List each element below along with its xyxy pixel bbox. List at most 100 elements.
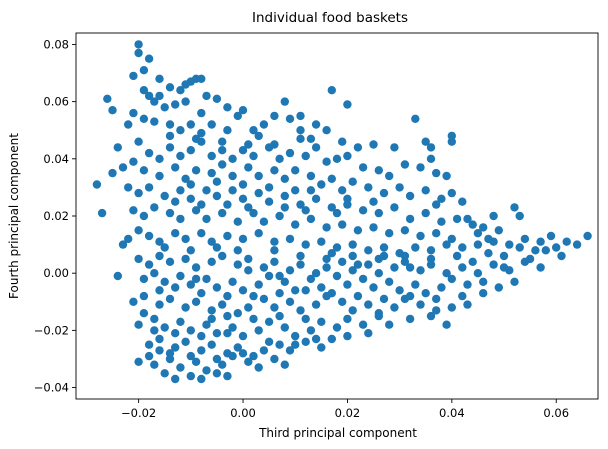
scatter-point <box>285 148 295 158</box>
scatter-point <box>259 217 269 226</box>
scatter-point <box>358 320 368 329</box>
scatter-point <box>249 208 258 218</box>
scatter-point <box>129 297 138 306</box>
scatter-point <box>233 217 242 226</box>
scatter-point <box>338 137 347 146</box>
scatter-point <box>150 314 159 324</box>
scatter-point <box>207 151 216 161</box>
scatter-point <box>207 257 216 266</box>
scatter-point <box>291 186 300 195</box>
scatter-point <box>155 346 164 355</box>
scatter-point <box>176 126 185 135</box>
scatter-point <box>176 317 185 326</box>
scatter-point <box>254 131 263 141</box>
scatter-point <box>254 280 263 289</box>
scatter-point <box>238 349 248 358</box>
scatter-point <box>332 271 342 281</box>
scatter-point <box>353 260 363 269</box>
scatter-point <box>191 134 201 143</box>
scatter-point <box>479 289 488 298</box>
scatter-point <box>165 83 175 92</box>
scatter-point <box>291 331 300 341</box>
scatter-point <box>280 203 289 212</box>
y-tick-label: −0.04 <box>34 381 69 395</box>
scatter-point <box>275 289 284 298</box>
scatter-point <box>212 283 222 292</box>
scatter-point <box>416 163 425 172</box>
scatter-point <box>463 214 472 224</box>
scatter-point <box>338 297 347 306</box>
scatter-point <box>311 334 321 344</box>
scatter-point <box>191 206 201 215</box>
scatter-point <box>343 200 352 209</box>
scatter-point <box>510 277 519 286</box>
scatter-point <box>437 217 446 226</box>
scatter-point <box>583 231 592 241</box>
scatter-point <box>212 369 222 378</box>
scatter-point <box>270 237 279 246</box>
scatter-point <box>536 263 545 272</box>
scatter-point <box>160 243 169 252</box>
scatter-point <box>447 131 456 141</box>
scatter-point <box>463 300 472 309</box>
scatter-point <box>531 246 540 255</box>
scatter-point <box>118 240 128 249</box>
x-tick-label: 0.02 <box>335 406 361 420</box>
scatter-point <box>134 320 143 329</box>
scatter-point <box>139 291 149 301</box>
scatter-point <box>285 266 295 275</box>
scatter-point <box>499 251 509 261</box>
scatter-point <box>254 326 263 335</box>
scatter-point <box>150 117 159 126</box>
scatter-point <box>129 108 138 118</box>
scatter-point <box>374 208 383 218</box>
scatter-point <box>421 186 430 195</box>
scatter-point <box>249 151 258 161</box>
scatter-point <box>150 360 159 369</box>
scatter-point <box>259 120 269 129</box>
scatter-point <box>197 200 206 209</box>
scatter-point <box>160 191 169 201</box>
scatter-point <box>134 137 143 146</box>
scatter-point <box>572 240 582 249</box>
scatter-point <box>176 214 185 224</box>
scatter-point <box>165 208 175 218</box>
scatter-point <box>165 120 175 129</box>
scatter-point <box>171 343 180 352</box>
scatter-point <box>405 314 415 324</box>
scatter-point <box>322 157 331 166</box>
scatter-point <box>301 314 310 324</box>
scatter-point <box>306 171 316 181</box>
scatter-point <box>254 171 263 181</box>
scatter-point <box>129 71 138 81</box>
scatter-point <box>390 203 399 212</box>
scatter-point <box>416 266 425 275</box>
scatter-point <box>426 311 436 321</box>
scatter-point <box>207 340 216 349</box>
scatter-point <box>348 251 357 261</box>
scatter-point <box>171 100 180 109</box>
scatter-point <box>97 208 107 218</box>
scatter-point <box>322 126 331 135</box>
scatter-point <box>317 237 326 246</box>
scatter-point <box>113 143 123 152</box>
scatter-point <box>223 329 232 338</box>
scatter-point <box>400 257 410 266</box>
scatter-point <box>458 263 467 272</box>
scatter-point <box>452 214 462 224</box>
scatter-point <box>327 203 336 212</box>
scatter-point <box>218 137 227 146</box>
scatter-point <box>259 346 269 355</box>
scatter-point <box>202 274 211 284</box>
scatter-point <box>160 323 169 332</box>
scatter-point <box>291 220 300 229</box>
scatter-point <box>327 289 336 298</box>
scatter-point <box>223 371 232 381</box>
scatter-point <box>285 114 295 124</box>
scatter-point <box>218 251 227 261</box>
scatter-point <box>348 306 357 315</box>
scatter-point <box>301 206 310 215</box>
scatter-point <box>358 163 368 172</box>
scatter-point <box>160 277 169 286</box>
scatter-point <box>155 334 164 344</box>
